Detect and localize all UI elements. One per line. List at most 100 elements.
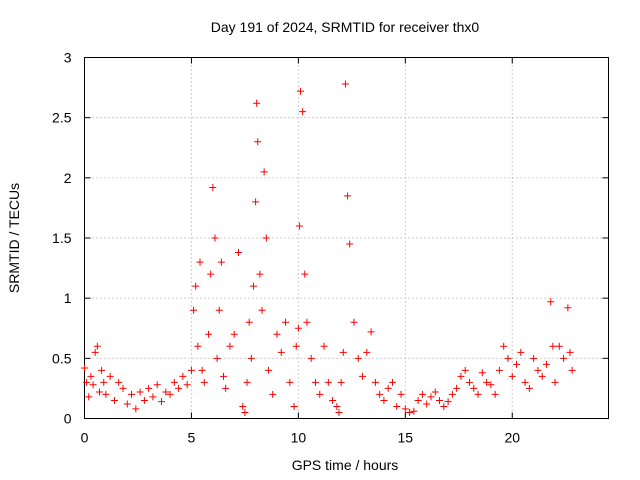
data-point	[566, 348, 574, 356]
data-point	[192, 282, 200, 290]
data-point	[252, 198, 260, 206]
data-point	[87, 372, 95, 380]
data-point	[549, 342, 557, 350]
data-point	[215, 306, 223, 314]
data-point	[431, 388, 439, 396]
y-tick-label: 3	[64, 50, 72, 66]
data-point	[465, 378, 473, 386]
y-tick-label: 0	[64, 411, 72, 427]
data-point	[453, 384, 461, 392]
data-point	[538, 372, 546, 380]
data-point	[299, 108, 307, 116]
data-point	[337, 378, 345, 386]
data-point	[303, 318, 311, 326]
x-tick-label: 10	[291, 430, 307, 446]
data-point	[423, 400, 431, 408]
data-point	[339, 348, 347, 356]
data-point	[132, 405, 140, 413]
data-point	[436, 396, 444, 404]
data-point	[100, 378, 108, 386]
data-point	[175, 384, 183, 392]
data-points-layer	[81, 80, 576, 416]
data-point	[256, 270, 264, 278]
data-point	[166, 390, 174, 398]
data-point	[564, 304, 572, 312]
data-point	[245, 318, 253, 326]
data-point	[153, 381, 161, 389]
data-point	[547, 298, 555, 306]
data-point	[102, 390, 110, 398]
data-point	[269, 390, 277, 398]
data-point	[162, 388, 170, 396]
data-point	[329, 396, 337, 404]
x-axis-label: GPS time / hours	[292, 457, 399, 473]
data-point	[183, 381, 191, 389]
data-point	[414, 396, 422, 404]
data-point	[157, 398, 165, 406]
data-point	[241, 408, 249, 416]
data-point	[500, 342, 508, 350]
data-point	[230, 330, 238, 338]
data-point	[350, 318, 358, 326]
data-point	[461, 366, 469, 374]
data-point	[217, 258, 225, 266]
x-tick-label: 5	[188, 430, 196, 446]
data-point	[119, 384, 127, 392]
data-point	[243, 378, 251, 386]
data-point	[249, 282, 257, 290]
data-point	[448, 390, 456, 398]
data-point	[81, 364, 88, 372]
data-point	[115, 378, 123, 386]
data-point	[418, 390, 426, 398]
data-point	[211, 234, 219, 242]
data-point	[335, 408, 343, 416]
data-point	[530, 354, 538, 362]
data-point	[525, 384, 533, 392]
data-point	[555, 342, 563, 350]
data-point	[234, 248, 242, 256]
data-point	[324, 378, 332, 386]
data-point	[478, 369, 486, 377]
data-point	[470, 384, 478, 392]
data-point	[380, 396, 388, 404]
data-point	[534, 366, 542, 374]
data-point	[341, 80, 349, 88]
data-point	[277, 348, 285, 356]
data-point	[136, 388, 144, 396]
grid-layer	[84, 57, 609, 419]
data-point	[513, 360, 521, 368]
data-point	[483, 378, 491, 386]
data-point	[128, 390, 136, 398]
y-tick-label: 2	[64, 170, 72, 186]
tick-label-layer: 0 0.5 1 1.5 2 2.5 3 0 5 10 15 20	[52, 50, 520, 446]
data-point	[123, 400, 131, 408]
data-point	[247, 354, 255, 362]
data-point	[388, 378, 396, 386]
data-point	[253, 99, 261, 107]
data-point	[106, 372, 114, 380]
data-point	[264, 366, 272, 374]
plot-frame	[84, 57, 609, 419]
data-point	[170, 378, 178, 386]
data-point	[292, 342, 300, 350]
data-point	[354, 354, 362, 362]
data-point	[149, 393, 157, 401]
data-point	[290, 402, 298, 410]
data-point	[521, 378, 529, 386]
data-point	[286, 378, 294, 386]
data-point	[504, 354, 512, 362]
data-point	[491, 390, 499, 398]
data-point	[346, 240, 354, 248]
data-point	[194, 342, 202, 350]
data-point	[457, 372, 465, 380]
data-point	[220, 372, 228, 380]
data-point	[316, 390, 324, 398]
data-point	[474, 390, 482, 398]
data-point	[254, 138, 262, 146]
data-point	[200, 378, 208, 386]
data-point	[320, 342, 328, 350]
data-point	[427, 393, 435, 401]
data-point	[487, 381, 495, 389]
y-axis-label: SRMTID / TECUs	[6, 183, 22, 293]
data-point	[444, 398, 452, 406]
